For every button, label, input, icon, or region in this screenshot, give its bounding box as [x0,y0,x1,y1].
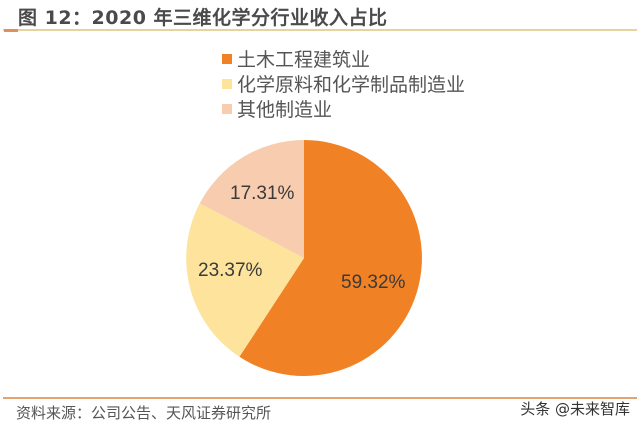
legend-item-civil: 土木工程建筑业 [222,46,465,71]
title-divider-accent [4,29,18,32]
legend-swatch-icon [222,78,232,89]
legend-swatch-icon [222,53,232,64]
footer-divider [3,397,637,399]
legend: 土木工程建筑业 化学原料和化学制品制造业 其他制造业 [222,46,465,121]
legend-label: 其他制造业 [237,99,333,121]
legend-item-other: 其他制造业 [222,96,465,121]
legend-label: 化学原料和化学制品制造业 [237,74,466,96]
title-divider [3,29,637,31]
chart-title: 图 12：2020 年三维化学分行业收入占比 [18,7,388,29]
pie-slice-civil [239,140,422,376]
source-note: 资料来源：公司公告、天风证券研究所 [16,404,272,422]
watermark: 头条 @未来智库 [520,400,630,418]
legend-item-chemical: 化学原料和化学制品制造业 [222,71,465,96]
pie-label-civil: 59.32% [341,272,406,293]
legend-swatch-icon [222,103,232,114]
pie-slice-chemical [186,203,304,357]
pie-label-other: 17.31% [230,183,295,204]
pie-label-chemical: 23.37% [198,260,263,281]
pie-slice-other [199,140,304,258]
legend-label: 土木工程建筑业 [237,49,371,71]
